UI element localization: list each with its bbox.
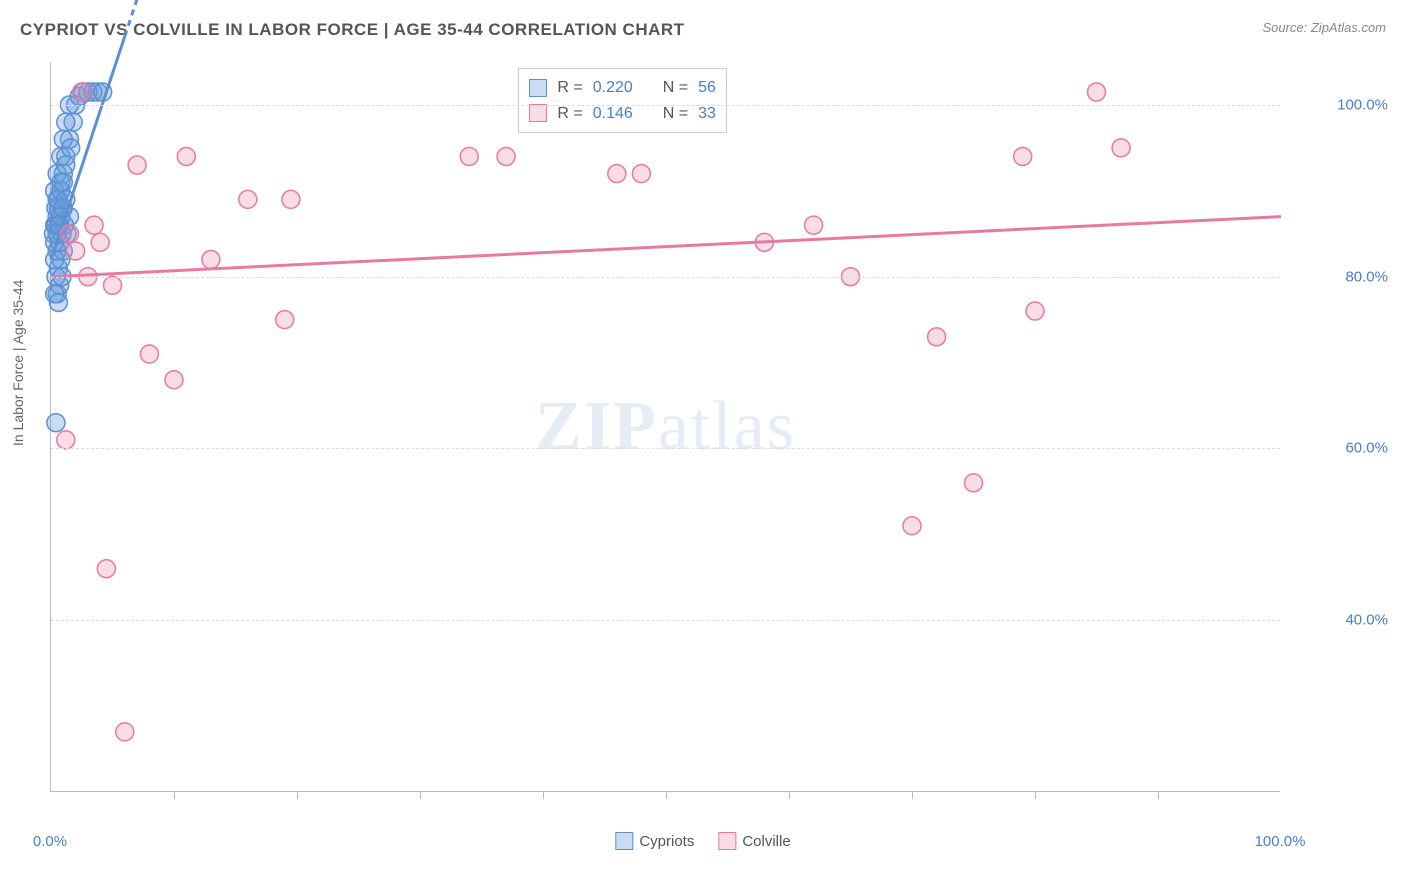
data-point [62,139,80,157]
plot-area: ZIPatlas R =0.220N =56R =0.146N =33 [50,62,1280,792]
y-tick-label: 80.0% [1345,268,1388,285]
data-point [1026,302,1044,320]
x-tick-label: 100.0% [1255,833,1306,850]
trend-line [51,217,1281,277]
data-point [91,233,109,251]
y-tick-label: 40.0% [1345,612,1388,629]
x-tick [1158,791,1159,799]
data-point [60,225,78,243]
data-point [460,147,478,165]
data-point [46,251,64,269]
data-point [1088,83,1106,101]
x-tick [420,791,421,799]
source-label: Source: ZipAtlas.com [1262,20,1386,35]
data-point [85,216,103,234]
legend-box: R =0.220N =56R =0.146N =33 [518,68,727,133]
data-point [928,328,946,346]
legend-label: Cypriots [639,833,694,850]
data-point [73,83,91,101]
grid-line [51,620,1280,621]
x-tick [174,791,175,799]
data-point [116,723,134,741]
data-point [497,147,515,165]
data-point [165,371,183,389]
y-axis-label: In Labor Force | Age 35-44 [10,280,26,446]
data-point [239,190,257,208]
x-tick [912,791,913,799]
legend-n-value: 56 [698,75,716,101]
grid-line [51,448,1280,449]
legend-bottom: Cypriots Colville [615,832,790,850]
data-point [97,560,115,578]
data-point [104,276,122,294]
data-point [276,311,294,329]
x-tick [789,791,790,799]
grid-line [51,277,1280,278]
data-point [140,345,158,363]
data-point [52,173,70,191]
grid-line [51,105,1280,106]
legend-label: Colville [742,833,790,850]
data-point [177,147,195,165]
chart-container: CYPRIOT VS COLVILLE IN LABOR FORCE | AGE… [0,0,1406,892]
data-point [608,165,626,183]
legend-swatch [718,832,736,850]
x-tick [297,791,298,799]
data-point [67,242,85,260]
legend-r-value: 0.220 [593,75,633,101]
legend-swatch [615,832,633,850]
legend-swatch [529,79,547,97]
data-point [57,113,75,131]
legend-swatch [529,104,547,122]
x-tick-label: 0.0% [33,833,67,850]
data-point [57,156,75,174]
y-tick-label: 100.0% [1337,96,1388,113]
data-point [805,216,823,234]
plot-svg [51,62,1280,791]
chart-title: CYPRIOT VS COLVILLE IN LABOR FORCE | AGE… [20,20,685,40]
data-point [903,517,921,535]
data-point [49,293,67,311]
legend-item: Cypriots [615,832,694,850]
data-point [1112,139,1130,157]
data-point [282,190,300,208]
x-tick [1035,791,1036,799]
data-point [632,165,650,183]
data-point [202,251,220,269]
x-tick [543,791,544,799]
legend-item: Colville [718,832,790,850]
legend-r-label: R = [557,75,582,101]
data-point [1014,147,1032,165]
x-tick [666,791,667,799]
y-tick-label: 60.0% [1345,440,1388,457]
legend-n-label: N = [663,75,688,101]
data-point [47,414,65,432]
data-point [965,474,983,492]
legend-row: R = 0.220 N = 56 [529,75,716,101]
data-point [128,156,146,174]
data-point [57,431,75,449]
